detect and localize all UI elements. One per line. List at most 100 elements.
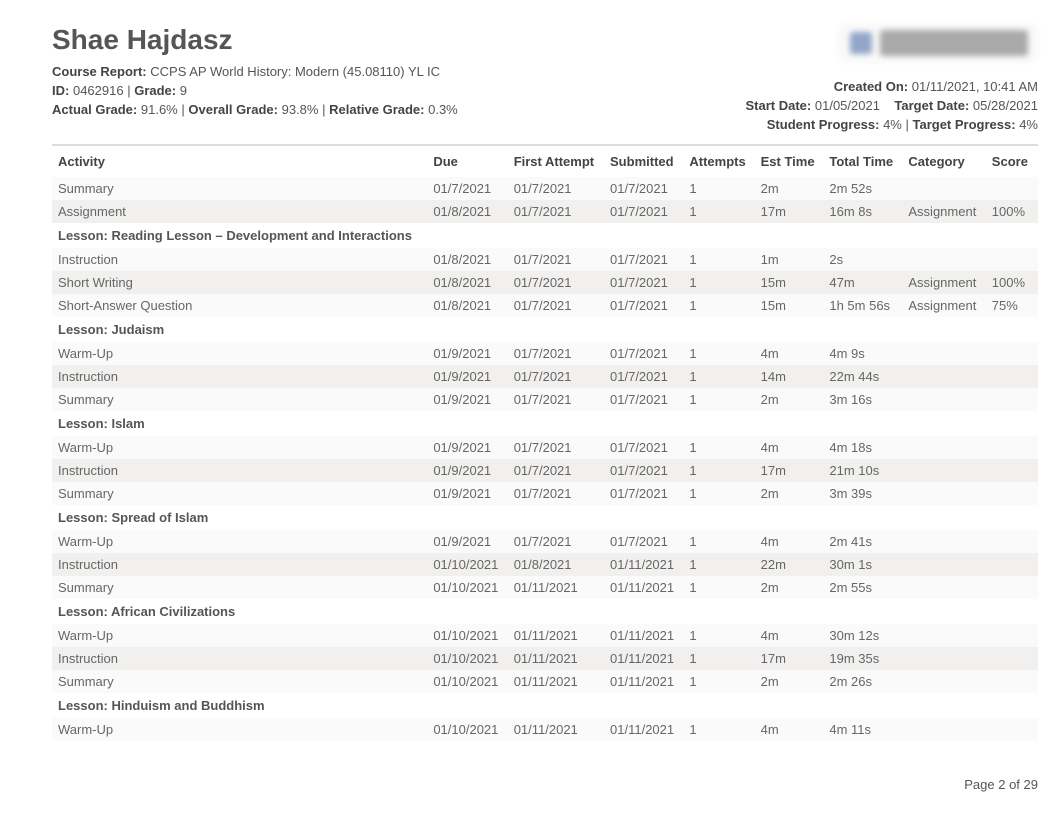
- header-left: Shae Hajdasz Course Report: CCPS AP Worl…: [52, 24, 458, 121]
- cell-total-time: 4m 11s: [823, 718, 902, 741]
- cell-due: 01/8/2021: [427, 294, 507, 317]
- cell-total-time: 3m 39s: [823, 482, 902, 505]
- cell-score: [986, 177, 1038, 200]
- cell-total-time: 2m 41s: [823, 530, 902, 553]
- created-on-value: 01/11/2021, 10:41 AM: [912, 79, 1038, 94]
- cell-score: [986, 482, 1038, 505]
- cell-submitted: 01/7/2021: [604, 271, 683, 294]
- cell-activity: Summary: [52, 670, 427, 693]
- table-row: Instruction01/10/202101/11/202101/11/202…: [52, 647, 1038, 670]
- cell-total-time: 2s: [823, 248, 902, 271]
- cell-score: 100%: [986, 200, 1038, 223]
- cell-first-attempt: 01/11/2021: [508, 624, 604, 647]
- col-due: Due: [427, 146, 507, 177]
- table-row: Instruction01/9/202101/7/202101/7/202111…: [52, 365, 1038, 388]
- cell-due: 01/9/2021: [427, 342, 507, 365]
- cell-activity: Summary: [52, 576, 427, 599]
- cell-submitted: 01/7/2021: [604, 388, 683, 411]
- grade-value: 9: [180, 83, 187, 98]
- brand-logo: [838, 24, 1038, 62]
- cell-est-time: 22m: [755, 553, 824, 576]
- cell-first-attempt: 01/7/2021: [508, 200, 604, 223]
- target-progress-label: Target Progress:: [913, 117, 1016, 132]
- cell-first-attempt: 01/8/2021: [508, 553, 604, 576]
- cell-activity: Summary: [52, 482, 427, 505]
- cell-submitted: 01/11/2021: [604, 718, 683, 741]
- cell-est-time: 14m: [755, 365, 824, 388]
- cell-attempts: 1: [683, 718, 754, 741]
- table-row: Instruction01/8/202101/7/202101/7/202111…: [52, 248, 1038, 271]
- cell-submitted: 01/7/2021: [604, 248, 683, 271]
- cell-due: 01/9/2021: [427, 388, 507, 411]
- cell-first-attempt: 01/11/2021: [508, 670, 604, 693]
- cell-attempts: 1: [683, 459, 754, 482]
- cell-est-time: 4m: [755, 342, 824, 365]
- cell-due: 01/9/2021: [427, 365, 507, 388]
- cell-total-time: 1h 5m 56s: [823, 294, 902, 317]
- cell-total-time: 19m 35s: [823, 647, 902, 670]
- page-number: Page 2 of 29: [964, 777, 1038, 792]
- course-report-label: Course Report:: [52, 64, 147, 79]
- cell-score: [986, 718, 1038, 741]
- actual-grade-value: 91.6%: [141, 102, 178, 117]
- lesson-header-row: Lesson: African Civilizations: [52, 599, 1038, 624]
- cell-est-time: 2m: [755, 177, 824, 200]
- cell-score: [986, 647, 1038, 670]
- cell-score: [986, 459, 1038, 482]
- lesson-title: Lesson: African Civilizations: [52, 599, 1038, 624]
- col-first-attempt: First Attempt: [508, 146, 604, 177]
- cell-first-attempt: 01/7/2021: [508, 177, 604, 200]
- cell-score: 75%: [986, 294, 1038, 317]
- table-row: Summary01/9/202101/7/202101/7/202112m3m …: [52, 482, 1038, 505]
- cell-est-time: 4m: [755, 718, 824, 741]
- cell-activity: Short-Answer Question: [52, 294, 427, 317]
- cell-est-time: 17m: [755, 459, 824, 482]
- cell-category: [902, 576, 985, 599]
- relative-grade-value: 0.3%: [428, 102, 458, 117]
- cell-category: [902, 177, 985, 200]
- cell-activity: Warm-Up: [52, 530, 427, 553]
- cell-attempts: 1: [683, 342, 754, 365]
- cell-first-attempt: 01/11/2021: [508, 576, 604, 599]
- table-row: Warm-Up01/10/202101/11/202101/11/202114m…: [52, 718, 1038, 741]
- student-progress-label: Student Progress:: [767, 117, 880, 132]
- cell-first-attempt: 01/7/2021: [508, 294, 604, 317]
- cell-due: 01/9/2021: [427, 459, 507, 482]
- table-row: Warm-Up01/9/202101/7/202101/7/202114m2m …: [52, 530, 1038, 553]
- cell-due: 01/7/2021: [427, 177, 507, 200]
- cell-attempts: 1: [683, 271, 754, 294]
- cell-est-time: 4m: [755, 436, 824, 459]
- cell-first-attempt: 01/11/2021: [508, 647, 604, 670]
- cell-est-time: 1m: [755, 248, 824, 271]
- table-row: Summary01/9/202101/7/202101/7/202112m3m …: [52, 388, 1038, 411]
- cell-score: [986, 342, 1038, 365]
- cell-score: 100%: [986, 271, 1038, 294]
- actual-grade-label: Actual Grade:: [52, 102, 137, 117]
- table-row: Warm-Up01/9/202101/7/202101/7/202114m4m …: [52, 436, 1038, 459]
- cell-activity: Assignment: [52, 200, 427, 223]
- cell-total-time: 47m: [823, 271, 902, 294]
- cell-est-time: 2m: [755, 576, 824, 599]
- cell-submitted: 01/11/2021: [604, 647, 683, 670]
- lesson-title: Lesson: Judaism: [52, 317, 1038, 342]
- cell-attempts: 1: [683, 294, 754, 317]
- cell-submitted: 01/11/2021: [604, 670, 683, 693]
- cell-first-attempt: 01/7/2021: [508, 436, 604, 459]
- cell-attempts: 1: [683, 576, 754, 599]
- cell-activity: Warm-Up: [52, 436, 427, 459]
- cell-activity: Instruction: [52, 553, 427, 576]
- target-progress-value: 4%: [1019, 117, 1038, 132]
- cell-total-time: 2m 26s: [823, 670, 902, 693]
- cell-attempts: 1: [683, 177, 754, 200]
- cell-total-time: 2m 52s: [823, 177, 902, 200]
- lesson-header-row: Lesson: Islam: [52, 411, 1038, 436]
- cell-submitted: 01/7/2021: [604, 459, 683, 482]
- table-row: Warm-Up01/9/202101/7/202101/7/202114m4m …: [52, 342, 1038, 365]
- cell-submitted: 01/7/2021: [604, 177, 683, 200]
- cell-category: [902, 365, 985, 388]
- cell-activity: Warm-Up: [52, 718, 427, 741]
- cell-submitted: 01/7/2021: [604, 200, 683, 223]
- cell-category: Assignment: [902, 200, 985, 223]
- cell-submitted: 01/7/2021: [604, 342, 683, 365]
- cell-category: [902, 388, 985, 411]
